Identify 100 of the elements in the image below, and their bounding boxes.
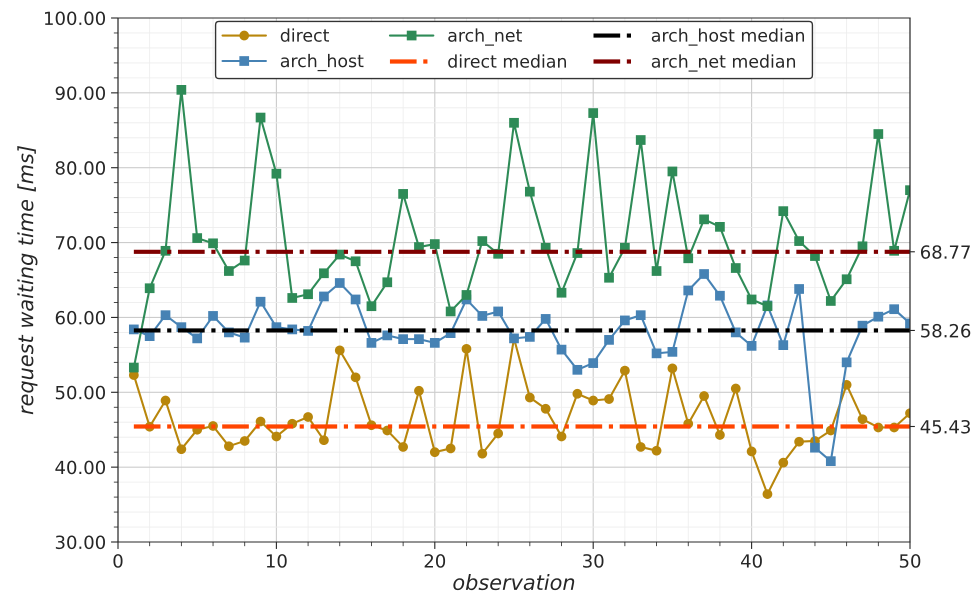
point bbox=[858, 414, 868, 424]
point bbox=[224, 266, 234, 276]
point bbox=[462, 290, 472, 300]
point bbox=[240, 436, 250, 446]
point bbox=[652, 348, 662, 358]
point bbox=[256, 296, 266, 307]
point bbox=[620, 366, 630, 376]
point bbox=[730, 384, 741, 394]
point bbox=[414, 334, 424, 344]
point bbox=[240, 332, 250, 342]
point bbox=[477, 311, 488, 321]
point bbox=[715, 290, 725, 301]
point bbox=[540, 314, 551, 324]
point bbox=[128, 362, 139, 372]
point bbox=[604, 335, 614, 345]
x-tick-label: 0 bbox=[113, 554, 123, 568]
y-tick-label: 50.00 bbox=[56, 386, 105, 400]
legend-label: arch_host bbox=[280, 54, 364, 72]
point bbox=[778, 458, 788, 468]
point bbox=[572, 388, 582, 399]
point bbox=[730, 263, 741, 273]
x-axis-title: observation bbox=[453, 574, 574, 590]
point bbox=[430, 239, 440, 249]
point bbox=[319, 268, 329, 278]
point bbox=[636, 310, 646, 320]
point bbox=[556, 288, 566, 298]
point bbox=[794, 236, 804, 246]
legend-label: arch_net bbox=[448, 28, 522, 46]
point bbox=[160, 396, 170, 406]
point bbox=[350, 372, 360, 382]
point bbox=[256, 416, 266, 426]
point bbox=[208, 238, 218, 248]
point bbox=[715, 222, 725, 232]
point bbox=[303, 289, 313, 300]
point bbox=[382, 330, 392, 340]
point bbox=[604, 272, 614, 283]
point bbox=[683, 286, 694, 296]
point bbox=[556, 432, 566, 442]
x-tick-label: 20 bbox=[424, 554, 446, 568]
point bbox=[176, 85, 186, 95]
point bbox=[794, 284, 804, 294]
legend-label: arch_net median bbox=[652, 54, 796, 72]
point bbox=[668, 363, 678, 374]
point bbox=[366, 338, 376, 348]
point bbox=[588, 396, 598, 406]
point bbox=[366, 301, 376, 312]
point bbox=[224, 441, 234, 452]
point bbox=[509, 118, 519, 128]
point bbox=[746, 341, 756, 351]
point bbox=[746, 446, 756, 456]
point bbox=[652, 446, 662, 456]
point bbox=[588, 358, 598, 368]
point bbox=[430, 338, 440, 348]
point bbox=[192, 233, 202, 243]
point bbox=[652, 266, 662, 276]
x-tick-label: 30 bbox=[583, 554, 604, 568]
legend-label: direct bbox=[280, 28, 330, 42]
x-tick-label: 40 bbox=[740, 554, 762, 568]
point bbox=[873, 312, 884, 322]
point bbox=[762, 489, 772, 499]
point bbox=[350, 256, 360, 266]
y-tick-label: 60.00 bbox=[56, 310, 105, 325]
point bbox=[826, 456, 836, 466]
point bbox=[446, 306, 456, 316]
y-tick-label: 80.00 bbox=[56, 161, 105, 175]
point bbox=[272, 168, 282, 179]
x-tick-label: 10 bbox=[266, 554, 287, 568]
point bbox=[556, 344, 566, 354]
y-tick-label: 100.00 bbox=[45, 11, 105, 26]
x-tick-label: 50 bbox=[900, 554, 920, 568]
point bbox=[208, 311, 218, 321]
point bbox=[334, 346, 345, 356]
legend-label: arch_host median bbox=[652, 28, 804, 46]
point bbox=[303, 412, 313, 422]
point bbox=[794, 436, 804, 447]
y-tick-label: 90.00 bbox=[56, 86, 105, 100]
point bbox=[699, 391, 709, 401]
point bbox=[462, 344, 472, 354]
point bbox=[572, 364, 582, 375]
y2-tick-label: 68.77 bbox=[920, 245, 970, 259]
point bbox=[778, 206, 788, 216]
point bbox=[160, 310, 170, 320]
point bbox=[192, 334, 202, 344]
point bbox=[493, 306, 504, 316]
point bbox=[588, 108, 598, 118]
point bbox=[319, 292, 329, 302]
legend-label: direct median bbox=[448, 54, 566, 68]
point bbox=[636, 442, 646, 452]
point bbox=[398, 334, 408, 344]
point bbox=[604, 394, 614, 404]
point bbox=[668, 166, 678, 176]
point bbox=[889, 304, 900, 314]
point bbox=[826, 296, 836, 306]
point bbox=[810, 442, 820, 453]
point bbox=[842, 357, 852, 368]
point bbox=[350, 294, 360, 304]
point bbox=[699, 214, 709, 224]
y2-tick-label: 45.43 bbox=[920, 420, 970, 434]
point bbox=[446, 444, 456, 454]
point bbox=[524, 392, 535, 402]
